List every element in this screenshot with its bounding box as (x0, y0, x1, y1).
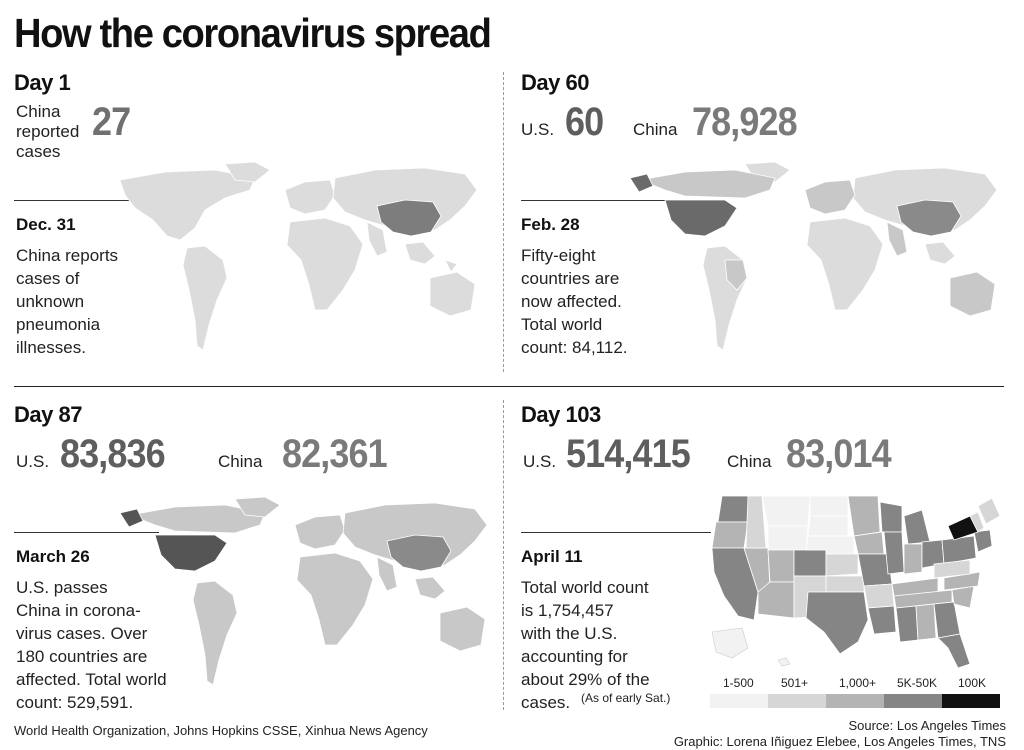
day87-leader-line (14, 532, 159, 533)
day1-leader-line (14, 200, 154, 201)
vertical-divider-bottom (503, 400, 504, 710)
day87-us-shape (154, 534, 228, 572)
day1-text: China reports cases of unknown pneumonia… (16, 246, 119, 357)
day87-us-value: 83,836 (60, 432, 166, 476)
legend-label-2: 501+ (781, 676, 809, 690)
day60-date: Feb. 28 (521, 215, 580, 234)
day103-note: (As of early Sat.) (581, 691, 671, 705)
day60-world-map (629, 161, 998, 351)
day87-date: March 26 (16, 547, 90, 566)
day103-us-label: U.S. (523, 452, 557, 471)
day1-china-value: 27 (92, 100, 131, 144)
day87-china-label: China (218, 452, 263, 471)
horizontal-divider (14, 386, 1004, 387)
day60-us-value: 60 (565, 100, 604, 144)
legend-swatch-4 (884, 694, 942, 708)
legend-swatch-5 (942, 694, 1000, 708)
day103-us-value: 514,415 (566, 432, 691, 476)
day1-world-map (119, 161, 478, 351)
footer-credits-left: World Health Organization, Johns Hopkins… (14, 723, 428, 738)
day87-world-map (119, 496, 488, 686)
day1-date: Dec. 31 (16, 215, 76, 234)
day87-heading: Day 87 (14, 402, 82, 427)
page-title: How the coronavirus spread (14, 10, 492, 56)
day60-text: Fifty-eight countries are now affected. … (521, 246, 628, 357)
footer-graphic-credit: Graphic: Lorena Iñiguez Elebee, Los Ange… (673, 734, 1006, 749)
us-states-map (711, 495, 1001, 669)
day60-leader-line (521, 200, 666, 201)
legend-swatch-2 (768, 694, 826, 708)
day87-china-shape (386, 534, 452, 572)
day1-china-label: China reported cases (16, 102, 80, 161)
day87-text: U.S. passes China in corona- virus cases… (16, 578, 167, 712)
day60-china-shape (896, 199, 962, 237)
day87-china-value: 82,361 (282, 432, 388, 476)
legend-label-3: 1,000+ (839, 676, 877, 690)
day103-china-label: China (727, 452, 772, 471)
day87-us-label: U.S. (16, 452, 50, 471)
day103-date: April 11 (521, 547, 583, 566)
day103-text: Total world count is 1,754,457 with the … (521, 578, 650, 712)
day60-us-label: U.S. (521, 120, 555, 139)
day1-china-shape (376, 199, 442, 237)
day103-leader-line (521, 532, 711, 533)
legend-label-1: 1-500 (723, 676, 754, 690)
day103-heading: Day 103 (521, 402, 601, 427)
legend-swatch-1 (710, 694, 768, 708)
legend-label-5: 100K (958, 676, 987, 690)
day103-china-value: 83,014 (786, 432, 892, 476)
day60-us-shape (664, 199, 738, 237)
day60-china-label: China (633, 120, 678, 139)
legend-label-4: 5K-50K (897, 676, 938, 690)
day1-heading: Day 1 (14, 70, 71, 95)
footer-source: Source: Los Angeles Times (848, 718, 1006, 733)
vertical-divider-top (503, 72, 504, 372)
legend-swatch-3 (826, 694, 884, 708)
day60-china-value: 78,928 (692, 100, 798, 144)
day60-heading: Day 60 (521, 70, 589, 95)
